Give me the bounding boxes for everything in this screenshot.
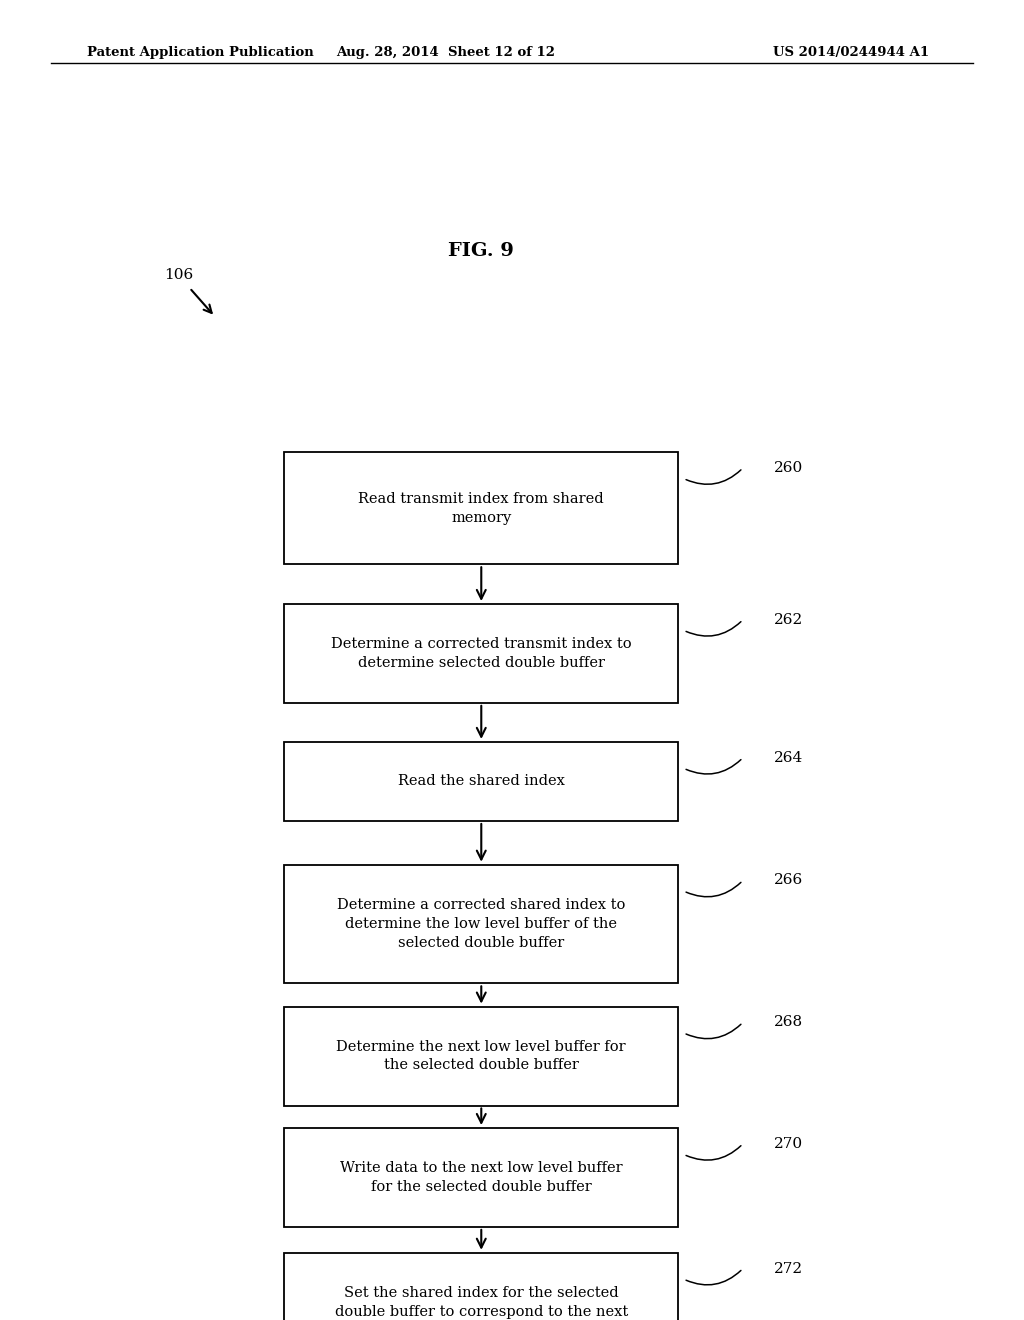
Text: 262: 262 <box>774 612 803 627</box>
Text: 266: 266 <box>774 874 803 887</box>
Bar <box>284 1253 678 1320</box>
Bar <box>284 1127 678 1228</box>
Bar <box>284 742 678 821</box>
Text: 260: 260 <box>774 461 803 475</box>
Text: 272: 272 <box>774 1262 803 1275</box>
Bar <box>284 451 678 565</box>
Text: Determine a corrected shared index to
determine the low level buffer of the
sele: Determine a corrected shared index to de… <box>337 898 626 950</box>
Text: Determine a corrected transmit index to
determine selected double buffer: Determine a corrected transmit index to … <box>331 638 632 669</box>
Text: Aug. 28, 2014  Sheet 12 of 12: Aug. 28, 2014 Sheet 12 of 12 <box>336 46 555 59</box>
Text: Write data to the next low level buffer
for the selected double buffer: Write data to the next low level buffer … <box>340 1162 623 1193</box>
Bar <box>284 865 678 983</box>
Text: 270: 270 <box>774 1137 803 1151</box>
Text: 268: 268 <box>774 1015 803 1030</box>
Text: 106: 106 <box>165 268 194 281</box>
Text: Read the shared index: Read the shared index <box>398 775 564 788</box>
Text: Set the shared index for the selected
double buffer to correspond to the next
lo: Set the shared index for the selected do… <box>335 1286 628 1320</box>
Text: US 2014/0244944 A1: US 2014/0244944 A1 <box>773 46 929 59</box>
Bar <box>284 605 678 702</box>
Text: Patent Application Publication: Patent Application Publication <box>87 46 313 59</box>
Text: 264: 264 <box>774 751 803 764</box>
Text: Determine the next low level buffer for
the selected double buffer: Determine the next low level buffer for … <box>337 1040 626 1072</box>
Bar <box>284 1006 678 1106</box>
Text: FIG. 9: FIG. 9 <box>449 242 514 260</box>
Text: Read transmit index from shared
memory: Read transmit index from shared memory <box>358 492 604 524</box>
